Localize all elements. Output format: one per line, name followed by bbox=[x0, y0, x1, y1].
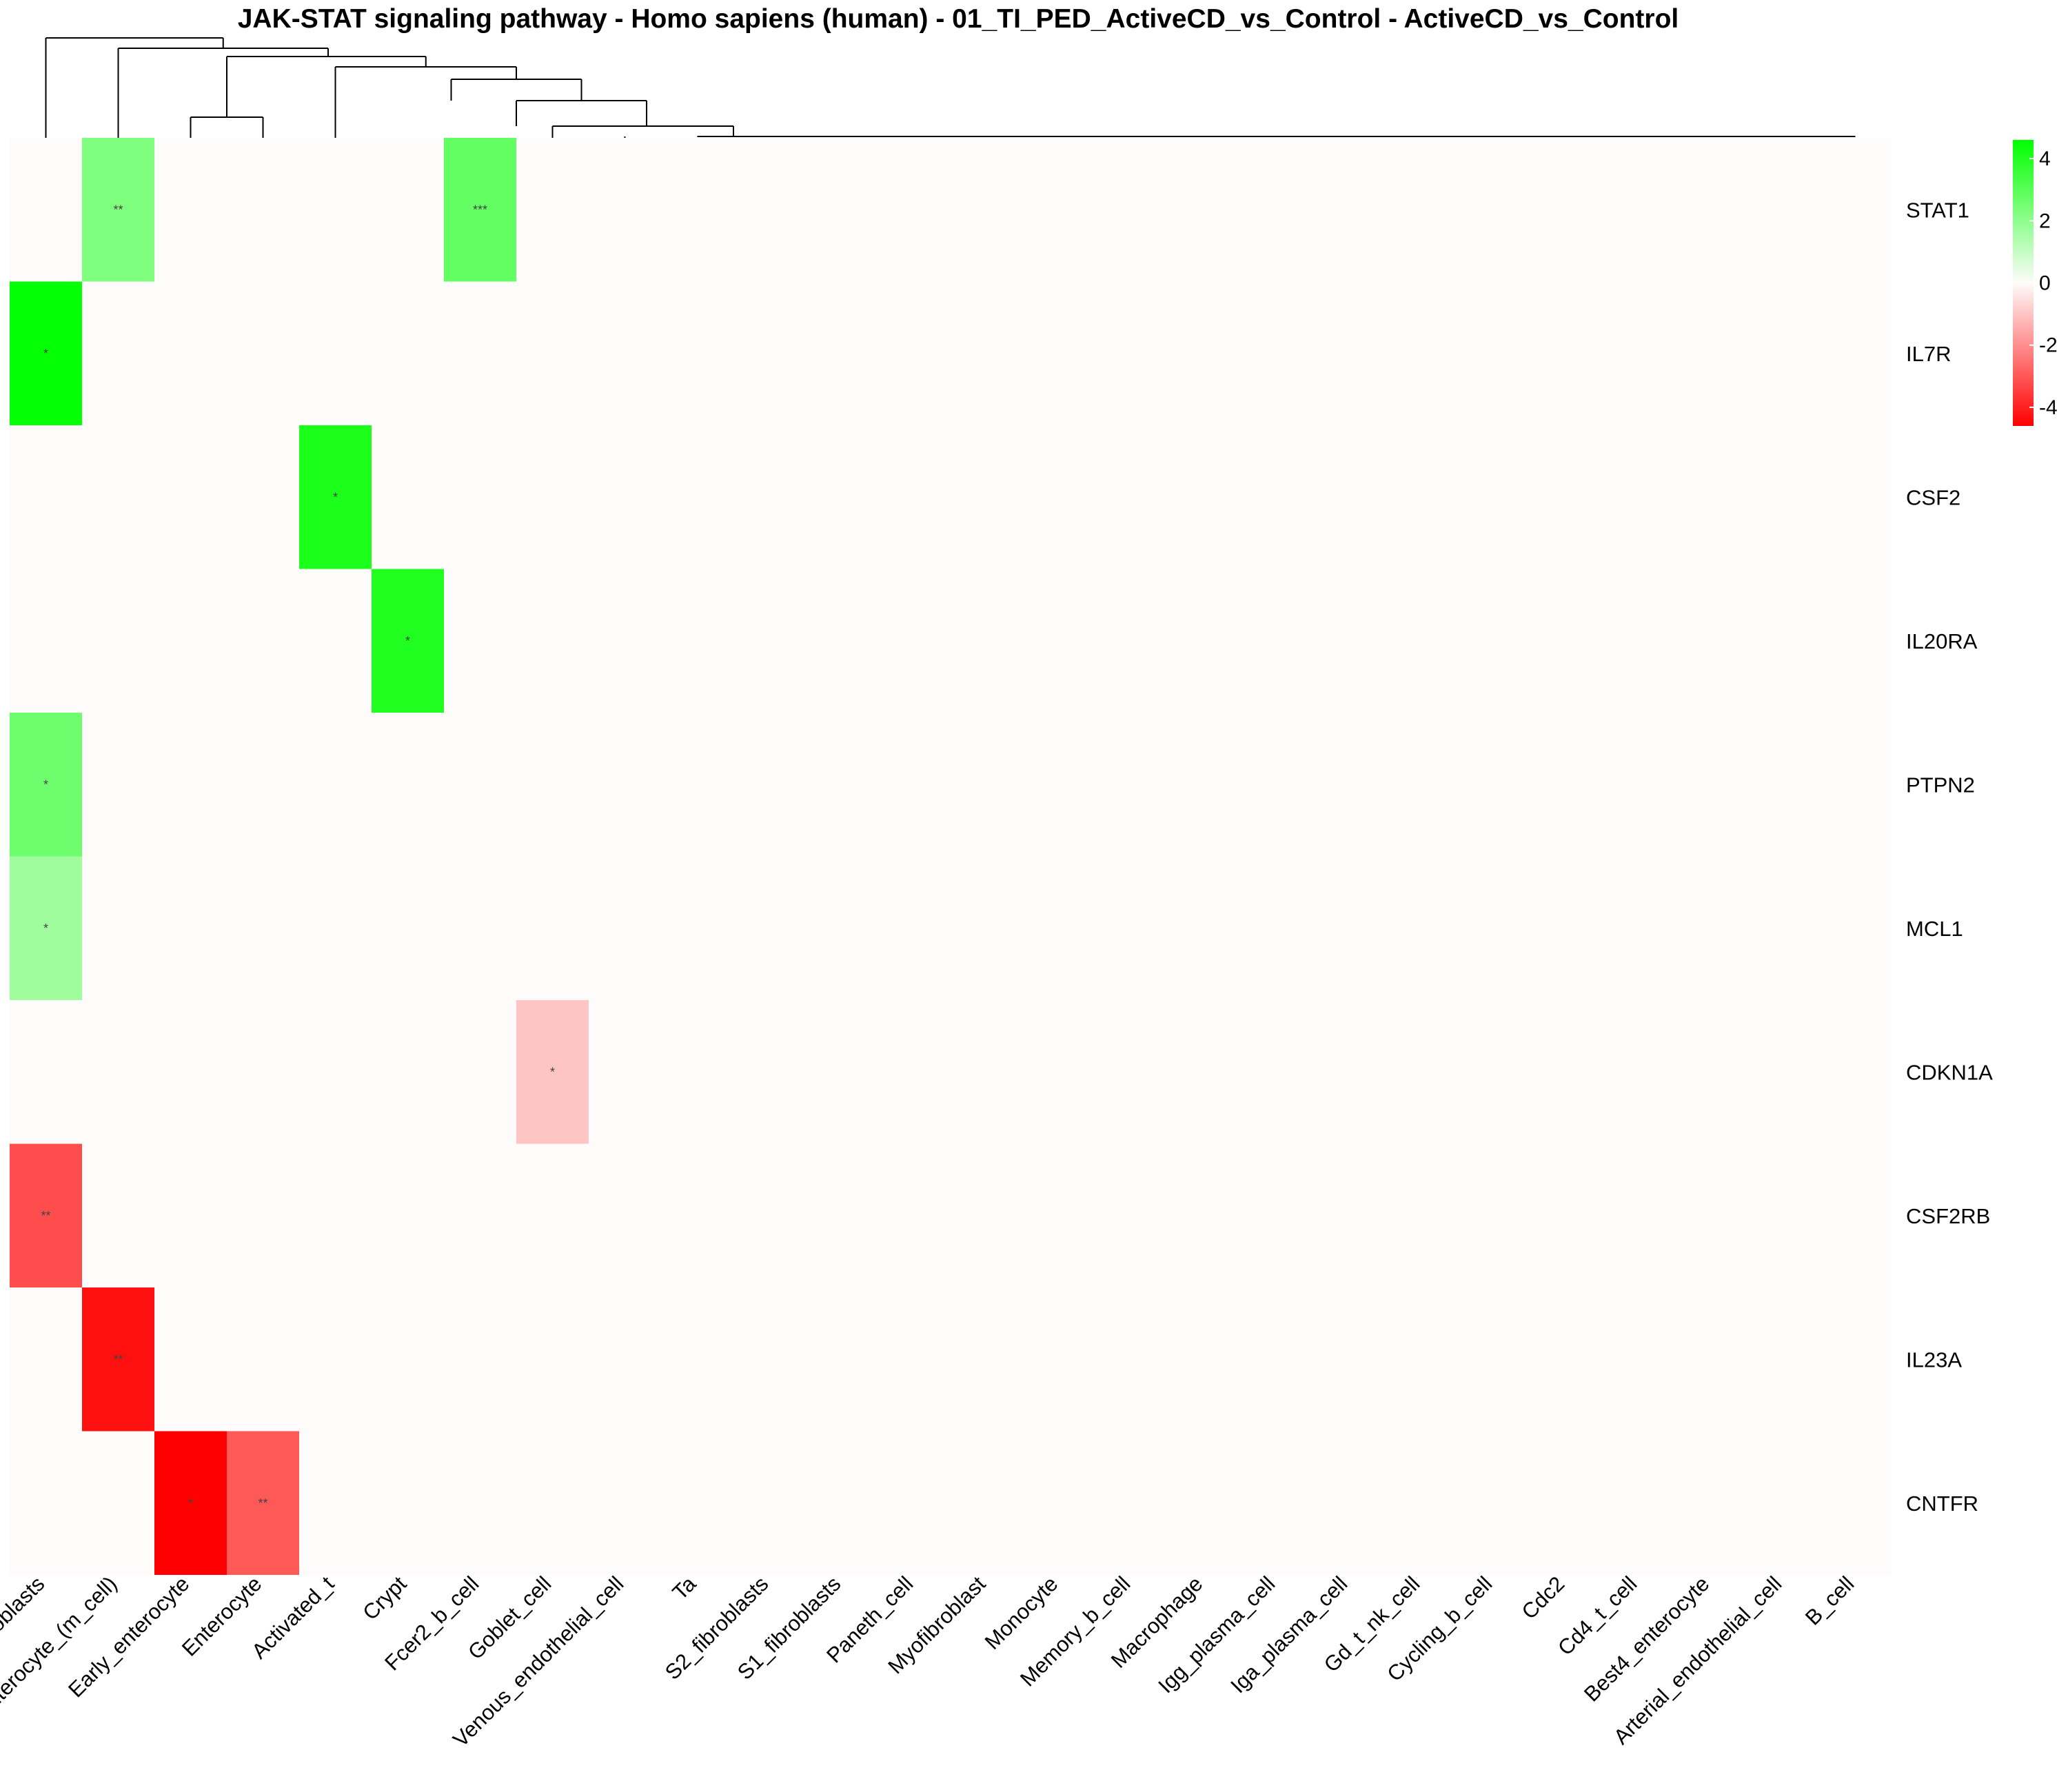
significance-mark: * bbox=[405, 634, 410, 648]
heatmap-cell bbox=[372, 569, 444, 713]
row-label: MCL1 bbox=[1906, 917, 1963, 941]
significance-mark: *** bbox=[473, 203, 487, 216]
heatmap-cell bbox=[227, 1431, 299, 1575]
row-labels: STAT1 IL7R CSF2 IL20RA PTPN2 MCL1 CDKN1A CSF2RB… bbox=[1906, 198, 1993, 1516]
row-label: STAT1 bbox=[1906, 198, 1969, 222]
heatmap-background bbox=[10, 138, 1892, 1575]
heatmap-body bbox=[10, 138, 1892, 1575]
heatmap-cell bbox=[10, 1143, 82, 1287]
column-label: Early_enterocyte bbox=[63, 1571, 194, 1702]
row-label: IL23A bbox=[1906, 1347, 1962, 1372]
column-label: B_cell bbox=[1801, 1571, 1858, 1629]
column-label: Best4_enterocyte bbox=[1579, 1571, 1714, 1706]
significance-mark: ** bbox=[258, 1496, 267, 1510]
legend-tick-label: -4 bbox=[2039, 396, 2058, 419]
row-label: IL7R bbox=[1906, 342, 1951, 366]
significance-mark: * bbox=[188, 1496, 193, 1510]
heatmap-cell bbox=[10, 713, 82, 857]
color-legend: 4 2 0 -2 -4 bbox=[2013, 140, 2058, 426]
chart-title: JAK-STAT signaling pathway - Homo sapien… bbox=[238, 4, 1679, 34]
significance-mark: * bbox=[550, 1065, 555, 1079]
heatmap-cell bbox=[154, 1431, 227, 1575]
significance-mark: * bbox=[333, 490, 338, 504]
row-label: CSF2RB bbox=[1906, 1204, 1990, 1228]
heatmap-cell bbox=[10, 281, 82, 425]
significance-mark: * bbox=[43, 922, 48, 935]
significance-mark: ** bbox=[113, 203, 123, 216]
heatmap-cell bbox=[299, 425, 372, 569]
significance-labels: ** ************** ** bbox=[41, 203, 555, 1510]
row-label: CNTFR bbox=[1906, 1491, 1978, 1516]
row-label: PTPN2 bbox=[1906, 773, 1975, 797]
significance-mark: ** bbox=[41, 1209, 50, 1223]
legend-tick-label: 4 bbox=[2039, 147, 2051, 170]
legend-tick-label: 2 bbox=[2039, 210, 2051, 232]
significance-mark: * bbox=[43, 777, 48, 791]
heatmap-cell bbox=[516, 1000, 589, 1144]
heatmap-cell bbox=[82, 138, 154, 282]
column-label: Cdc2 bbox=[1517, 1571, 1570, 1624]
column-dendrogram bbox=[45, 37, 1856, 138]
row-label: CDKN1A bbox=[1906, 1060, 1993, 1084]
significance-mark: * bbox=[43, 347, 48, 360]
row-label: IL20RA bbox=[1906, 629, 1978, 653]
heatmap-cell bbox=[82, 1287, 154, 1432]
legend-tick-label: -2 bbox=[2039, 334, 2058, 357]
heatmap-cell bbox=[444, 138, 516, 282]
significance-mark: ** bbox=[113, 1352, 123, 1366]
column-label: Crypt bbox=[358, 1571, 411, 1625]
legend-tick-label: 0 bbox=[2039, 272, 2051, 295]
column-label: Ta bbox=[668, 1571, 701, 1605]
column-labels: Inflammatory_fibroblastsEnterocyte_(m_ce… bbox=[0, 1571, 1858, 1753]
heatmap-cell bbox=[10, 856, 82, 1000]
row-label: CSF2 bbox=[1906, 485, 1960, 509]
